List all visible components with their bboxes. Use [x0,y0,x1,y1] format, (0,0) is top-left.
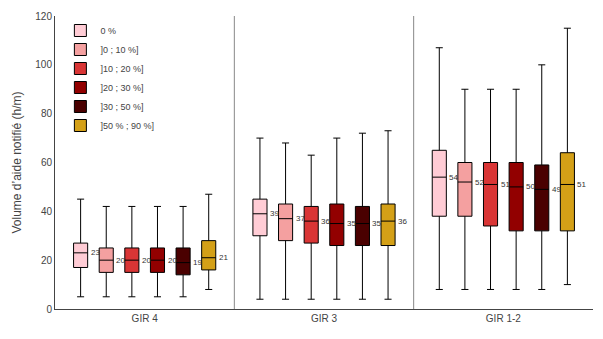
svg-text:GIR 4: GIR 4 [132,313,159,324]
svg-text:120: 120 [35,11,52,22]
svg-text:60: 60 [41,157,53,168]
svg-text:100: 100 [35,59,52,70]
svg-text:50: 50 [526,182,535,191]
svg-text:52: 52 [475,178,484,187]
svg-text:36: 36 [398,217,407,226]
svg-text:GIR 3: GIR 3 [311,313,338,324]
svg-text:80: 80 [41,108,53,119]
svg-text:]50 % ; 90 %]: ]50 % ; 90 %] [100,121,154,131]
svg-text:0: 0 [46,304,52,315]
svg-text:40: 40 [41,206,53,217]
svg-text:20: 20 [41,255,53,266]
svg-text:19: 19 [193,258,202,267]
svg-text:51: 51 [577,180,586,189]
svg-text:37: 37 [296,214,305,223]
svg-text:51: 51 [501,180,510,189]
svg-text:GIR 1-2: GIR 1-2 [486,313,521,324]
svg-text:21: 21 [219,253,228,262]
svg-text:39: 39 [270,209,279,218]
svg-text:]20 ; 30 %]: ]20 ; 30 %] [100,83,143,93]
svg-text:Volume d’aide notifié (h/m): Volume d’aide notifié (h/m) [10,91,24,233]
svg-text:23: 23 [91,248,100,257]
svg-text:20: 20 [116,256,125,265]
svg-text:54: 54 [449,173,458,182]
svg-text:]30 ; 50 %]: ]30 ; 50 %] [100,102,143,112]
svg-text:0 %: 0 % [100,26,116,36]
svg-text:35: 35 [372,219,381,228]
svg-text:49: 49 [552,185,561,194]
svg-text:]0 ; 10 %]: ]0 ; 10 %] [100,45,138,55]
svg-text:]10 ; 20 %]: ]10 ; 20 %] [100,64,143,74]
svg-text:20: 20 [142,256,151,265]
svg-text:35: 35 [347,219,356,228]
svg-text:20: 20 [168,256,177,265]
svg-text:36: 36 [321,217,330,226]
